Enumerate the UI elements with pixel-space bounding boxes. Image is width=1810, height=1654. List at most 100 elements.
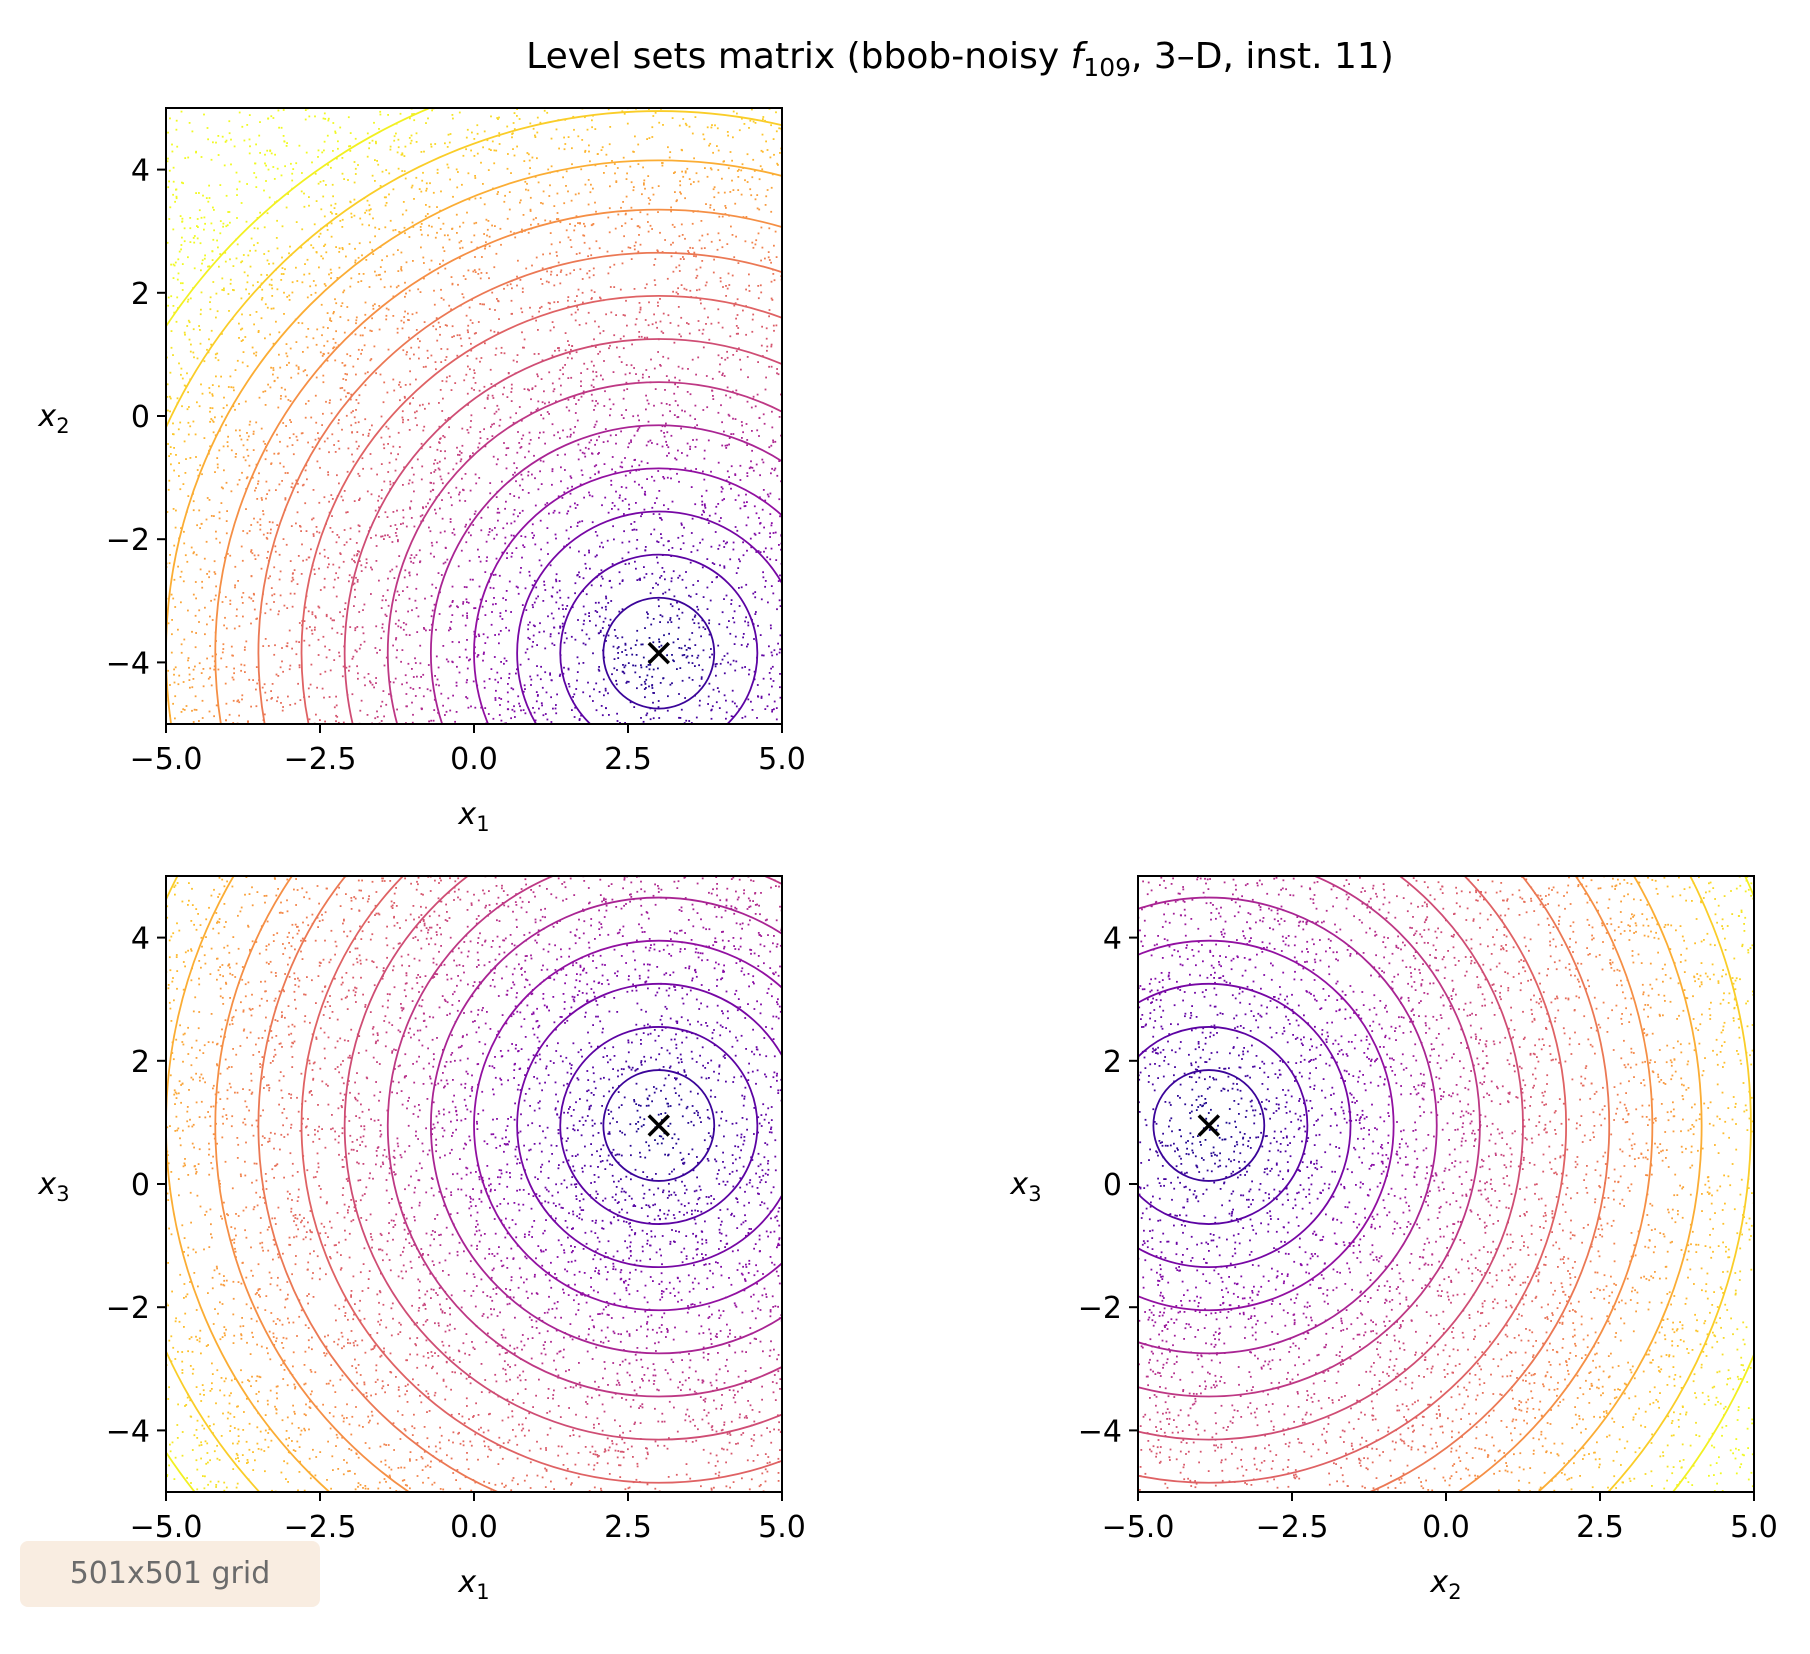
sample-point <box>450 308 452 311</box>
sample-point <box>760 695 763 698</box>
sample-point <box>196 218 199 220</box>
sample-point <box>488 308 491 310</box>
sample-point <box>395 565 398 568</box>
sample-point <box>687 647 690 649</box>
sample-point <box>245 508 247 510</box>
sample-point <box>755 463 758 466</box>
sample-point <box>424 1320 427 1323</box>
sample-point <box>545 1449 547 1451</box>
sample-point <box>678 693 680 695</box>
sample-point <box>281 225 284 228</box>
sample-point <box>599 332 602 335</box>
sample-point <box>534 134 536 137</box>
sample-point <box>511 708 514 711</box>
level-set-x1-x2-3 <box>473 467 782 724</box>
sample-point <box>729 396 732 399</box>
sample-point <box>233 672 235 675</box>
sample-point <box>590 384 593 387</box>
sample-point <box>765 376 767 379</box>
sample-point <box>608 1133 611 1135</box>
sample-point <box>281 256 283 259</box>
sample-point <box>450 276 453 278</box>
sample-point <box>708 633 711 636</box>
sample-point <box>629 1225 632 1228</box>
sample-point <box>447 234 449 237</box>
sample-point <box>408 336 410 339</box>
sample-point <box>266 306 269 309</box>
sample-point <box>732 1396 735 1399</box>
sample-point <box>372 304 374 307</box>
sample-point <box>555 704 557 706</box>
sample-point <box>439 531 442 534</box>
sample-point <box>189 241 192 243</box>
sample-point <box>582 623 585 626</box>
sample-point <box>325 400 327 403</box>
sample-point <box>423 628 426 630</box>
sample-point <box>248 152 251 155</box>
sample-point <box>209 420 211 423</box>
sample-point <box>323 586 326 589</box>
sample-point <box>272 262 275 265</box>
sample-point <box>727 134 729 137</box>
sample-point <box>646 1335 648 1338</box>
sample-point <box>411 113 413 115</box>
sample-point <box>210 343 212 346</box>
sample-point <box>734 669 737 672</box>
sample-point <box>376 651 378 654</box>
sample-point <box>401 964 403 967</box>
sample-point <box>270 115 273 118</box>
sample-point <box>547 281 550 284</box>
sample-point <box>680 192 682 195</box>
sample-point <box>670 621 673 623</box>
sample-point <box>494 354 497 356</box>
sample-point <box>200 269 202 272</box>
sample-point <box>679 667 682 669</box>
sample-point <box>304 606 307 609</box>
sample-point <box>417 1278 420 1281</box>
sample-point <box>288 299 291 301</box>
sample-point <box>522 690 525 693</box>
sample-point <box>447 697 450 700</box>
sample-point <box>244 336 247 338</box>
sample-point <box>266 699 268 702</box>
sample-point <box>756 393 759 396</box>
sample-point <box>394 677 397 680</box>
sample-point <box>226 445 229 448</box>
sample-point <box>678 333 681 336</box>
sample-point <box>702 346 705 349</box>
sample-point <box>626 122 629 125</box>
sample-point <box>510 172 512 174</box>
sample-point <box>365 562 368 564</box>
sample-point <box>447 660 450 663</box>
sample-point <box>448 238 451 241</box>
sample-point <box>678 647 681 649</box>
sample-point <box>549 232 552 234</box>
sample-point <box>297 366 300 369</box>
sample-point <box>569 239 572 241</box>
sample-point <box>544 1467 546 1470</box>
sample-point <box>694 446 697 448</box>
sample-point <box>506 557 508 559</box>
sample-point <box>365 209 368 212</box>
sample-point <box>326 312 329 314</box>
sample-point <box>335 246 337 248</box>
sample-point <box>734 702 736 705</box>
sample-point <box>773 244 775 247</box>
sample-point <box>180 651 183 654</box>
sample-point <box>205 518 208 521</box>
sample-point <box>648 685 650 688</box>
sample-point <box>483 428 485 431</box>
sample-point <box>588 902 590 905</box>
sample-point <box>434 508 436 511</box>
sample-point <box>249 420 252 423</box>
sample-point <box>719 277 722 279</box>
sample-point <box>607 216 610 219</box>
sample-point <box>705 323 707 325</box>
sample-point <box>505 1171 508 1174</box>
sample-point <box>723 565 726 568</box>
sample-point <box>392 315 395 317</box>
sample-point <box>396 327 399 330</box>
sample-point <box>445 547 447 549</box>
sample-point <box>577 222 579 224</box>
sample-point <box>322 180 325 182</box>
